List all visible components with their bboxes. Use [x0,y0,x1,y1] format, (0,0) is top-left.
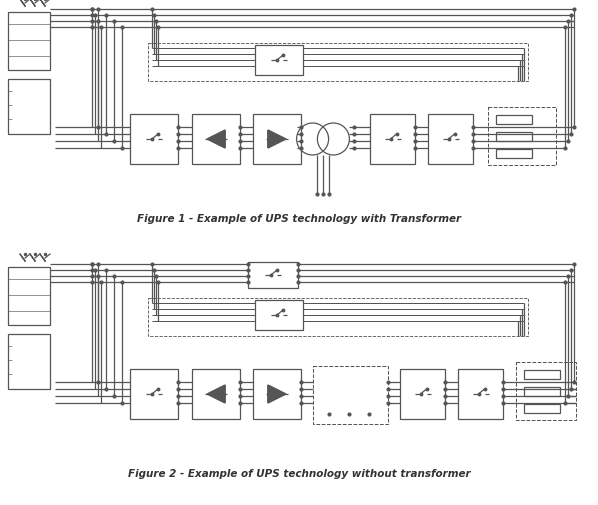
Bar [370,115,415,165]
Bar [458,369,503,419]
Text: Figure 2 - Example of UPS technology without transformer: Figure 2 - Example of UPS technology wit… [128,468,470,478]
Bar [8,334,50,389]
Polygon shape [268,131,286,148]
Polygon shape [207,131,225,148]
Bar [130,369,178,419]
Bar [313,366,388,424]
Bar [255,300,303,330]
Bar [192,369,240,419]
Bar [8,13,50,71]
Polygon shape [268,385,286,403]
Bar [253,369,301,419]
Bar [488,108,556,166]
Bar [148,298,528,336]
Text: Figure 1 - Example of UPS technology with Transformer: Figure 1 - Example of UPS technology wit… [137,214,461,224]
Bar [400,369,445,419]
Bar [496,116,532,125]
Bar [524,370,560,379]
Bar [248,263,298,288]
Bar [428,115,473,165]
Bar [8,268,50,325]
Bar [8,80,50,135]
Bar [524,387,560,396]
Bar [516,362,576,420]
Polygon shape [207,385,225,403]
Bar [524,404,560,413]
Bar [253,115,301,165]
Bar [496,133,532,142]
Bar [192,115,240,165]
Bar [496,149,532,159]
Bar [255,46,303,76]
Bar [148,44,528,82]
Bar [130,115,178,165]
